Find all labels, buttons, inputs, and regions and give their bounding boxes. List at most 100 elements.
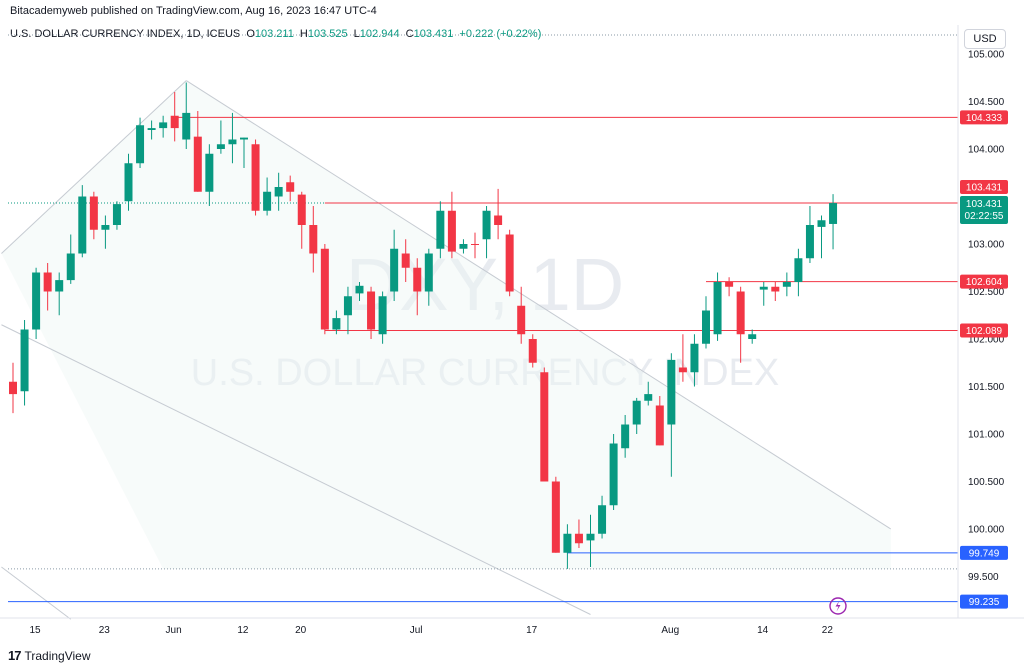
candle-3: [43, 263, 52, 311]
candle-body-53: [621, 424, 630, 449]
candle-body-58: [678, 367, 687, 373]
candle-71: [829, 194, 838, 250]
y-tick-5: 102.000: [968, 335, 1005, 346]
candle-body-27: [320, 248, 329, 330]
y-tick-8: 100.500: [968, 477, 1005, 488]
candle-body-18: [216, 144, 225, 149]
candle-body-55: [644, 394, 653, 401]
candle-8: [101, 215, 110, 249]
candle-11: [136, 117, 145, 168]
candle-body-70: [817, 220, 826, 227]
candle-body-35: [413, 267, 422, 292]
symbol-title[interactable]: U.S. DOLLAR CURRENCY INDEX, 1D, ICEUS: [10, 28, 241, 40]
candle-body-57: [667, 359, 676, 425]
trendline-2: [1, 324, 591, 615]
candle-body-3: [43, 272, 52, 292]
candle-body-56: [655, 405, 664, 446]
candle-body-45: [528, 339, 537, 363]
candle-body-32: [378, 296, 387, 335]
candle-61: [713, 272, 722, 341]
candle-52: [609, 434, 618, 510]
candle-29: [343, 286, 352, 335]
candle-body-4: [55, 280, 64, 292]
candle-2: [32, 267, 41, 339]
candle-body-52: [609, 443, 618, 506]
candle-62: [725, 277, 734, 297]
candle-21: [251, 139, 260, 216]
candle-5: [66, 234, 75, 284]
high-label: H: [299, 28, 308, 40]
candle-body-26: [309, 225, 318, 254]
candle-47: [551, 476, 560, 553]
level-102089-label-bg: [960, 323, 1008, 338]
tradingview-logo[interactable]: 17 TradingView: [8, 648, 91, 663]
candle-body-44: [517, 305, 526, 335]
candle-33: [390, 229, 399, 301]
candle-22: [263, 177, 272, 216]
x-tick-5: Jul: [410, 625, 423, 636]
candle-body-37: [436, 210, 445, 249]
candle-body-30: [355, 285, 364, 294]
candle-36: [424, 248, 433, 306]
ohlc-legend: U.S. DOLLAR CURRENCY INDEX, 1D, ICEUS O1…: [10, 28, 541, 40]
y-tick-4: 102.500: [968, 287, 1005, 298]
last-price-bg: [960, 196, 1008, 225]
candle-70: [817, 215, 826, 259]
channel-fill: [1, 80, 891, 569]
candle-13: [159, 115, 168, 138]
candle-body-54: [632, 400, 641, 425]
candle-41: [482, 206, 491, 259]
candle-body-59: [690, 343, 699, 373]
currency-button[interactable]: USD: [964, 29, 1006, 49]
x-tick-9: 22: [822, 625, 834, 636]
open-value: 103.211: [254, 28, 294, 40]
candle-26: [309, 206, 318, 273]
candle-body-1: [20, 329, 29, 392]
candle-27: [320, 244, 329, 335]
x-tick-1: 23: [99, 625, 111, 636]
candle-body-34: [401, 253, 410, 268]
candle-body-13: [159, 122, 168, 129]
candle-body-31: [367, 291, 376, 330]
level-104333-label: 104.333: [960, 110, 1008, 125]
candle-12: [147, 120, 156, 140]
candle-body-38: [447, 210, 456, 252]
candles: [9, 82, 838, 569]
candle-34: [401, 239, 410, 282]
level-99235-label-text: 99.235: [969, 597, 1000, 608]
candle-body-20: [240, 137, 248, 140]
candle-body-42: [494, 215, 503, 225]
alert-icon[interactable]: [829, 597, 847, 615]
level-102604-label: 102.604: [960, 274, 1008, 289]
candle-68: [794, 248, 803, 297]
x-tick-3: 12: [237, 625, 249, 636]
candle-body-19: [228, 139, 237, 145]
tradingview-brand: TradingView: [24, 648, 91, 663]
candle-50: [586, 514, 595, 567]
candle-body-50: [586, 533, 595, 541]
level-103431-label-text: 103.431: [966, 183, 1003, 194]
candle-7: [89, 191, 98, 240]
x-tick-0: 15: [29, 625, 41, 636]
candle-body-40: [471, 244, 479, 245]
y-tick-1: 104.500: [968, 97, 1005, 108]
level-102089-label-text: 102.089: [966, 326, 1003, 337]
candle-25: [297, 191, 306, 249]
candle-body-62: [725, 282, 734, 287]
candle-body-36: [424, 253, 433, 292]
x-tick-6: 17: [526, 625, 538, 636]
candle-body-24: [286, 182, 295, 192]
candle-body-60: [702, 310, 710, 344]
candle-6: [78, 185, 87, 258]
candle-53: [621, 415, 630, 458]
open-label: O: [246, 28, 255, 40]
candle-37: [436, 201, 445, 259]
candle-body-28: [332, 318, 341, 330]
candle-1: [20, 320, 29, 406]
close-label: C: [405, 28, 414, 40]
y-tick-9: 100.000: [968, 525, 1005, 536]
candle-body-63: [736, 291, 745, 335]
candle-67: [782, 272, 791, 297]
candle-57: [667, 353, 676, 477]
